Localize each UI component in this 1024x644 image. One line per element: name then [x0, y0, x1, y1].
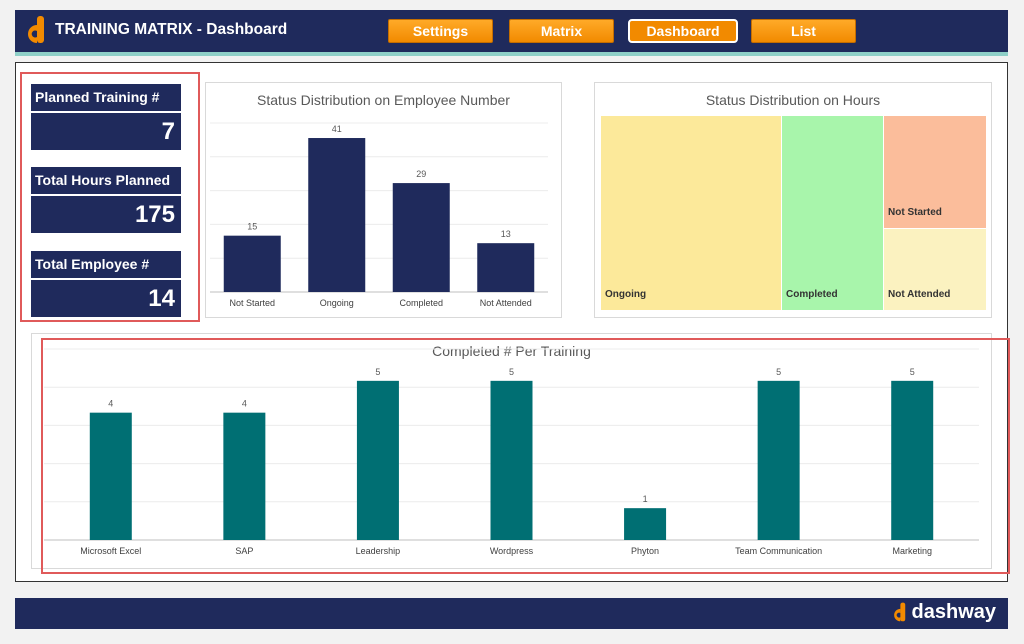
bar — [223, 412, 266, 540]
nav-matrix-button[interactable]: Matrix — [509, 19, 614, 43]
bar — [624, 508, 667, 540]
bar-value-label: 4 — [108, 399, 113, 409]
kpi-planned-training-value: 7 — [31, 113, 181, 150]
bar — [223, 235, 281, 292]
app-title: TRAINING MATRIX - Dashboard — [55, 21, 288, 38]
category-label: Leadership — [356, 546, 401, 556]
kpi-total-employee-label: Total Employee # — [31, 251, 181, 278]
bar — [356, 380, 399, 540]
bar-value-label: 13 — [501, 229, 511, 239]
category-label: Marketing — [892, 546, 932, 556]
nav-dashboard-button[interactable]: Dashboard — [628, 19, 738, 43]
treemap-tile-ongoing: Ongoing — [601, 116, 781, 310]
kpi-highlight-box — [20, 72, 200, 322]
treemap-tile-not-started: Not Started — [884, 116, 986, 228]
bar — [891, 380, 934, 540]
bar-value-label: 5 — [375, 367, 380, 377]
bar-value-label: 5 — [509, 367, 514, 377]
bar — [308, 138, 366, 292]
kpi-total-hours-label: Total Hours Planned — [31, 167, 181, 194]
kpi-total-hours-value: 175 — [31, 196, 181, 233]
category-label: Not Attended — [480, 298, 532, 308]
kpi-planned-training-label: Planned Training # — [31, 84, 181, 111]
nav-settings-button[interactable]: Settings — [388, 19, 493, 43]
category-label: SAP — [235, 546, 253, 556]
bar — [89, 412, 132, 540]
treemap-tile-completed: Completed — [782, 116, 883, 310]
category-label: Ongoing — [320, 298, 354, 308]
treemap-label-ongoing: Ongoing — [605, 289, 647, 300]
completed-per-training-chart: 4 Microsoft Excel 4 SAP 5 Leadership 5 Wordpres… — [44, 348, 979, 556]
dashway-logo-icon — [28, 16, 44, 43]
bar-value-label: 41 — [332, 124, 342, 134]
bar — [392, 183, 450, 292]
bar-value-label: 4 — [242, 399, 247, 409]
bar-value-label: 5 — [910, 367, 915, 377]
footer-brand-name: dashway — [911, 601, 996, 623]
treemap-label-completed: Completed — [786, 289, 838, 300]
bar-value-label: 29 — [416, 169, 426, 179]
treemap-label-not-attended: Not Attended — [888, 289, 951, 300]
bar-value-label: 15 — [247, 222, 257, 232]
footer-bar: dashway — [15, 598, 1008, 629]
bar — [757, 380, 800, 540]
status-hours-treemap-card: Status Distribution on Hours Ongoing Com… — [594, 82, 992, 318]
treemap-tile-not-attended: Not Attended — [884, 229, 986, 310]
dashway-logo-icon — [893, 602, 905, 621]
category-label: Team Communication — [735, 546, 822, 556]
kpi-total-employee-value: 14 — [31, 280, 181, 317]
category-label: Microsoft Excel — [80, 546, 141, 556]
status-employee-chart-card: Status Distribution on Employee Number 1… — [205, 82, 562, 318]
bar — [477, 243, 535, 292]
bar-value-label: 5 — [776, 367, 781, 377]
bar-value-label: 1 — [643, 494, 648, 504]
category-label: Phyton — [631, 546, 659, 556]
status-employee-chart: 15 Not Started 41 Ongoing 29 Completed 13 Not A… — [210, 122, 548, 308]
completed-per-training-chart-title: Completed # Per Training — [432, 343, 591, 359]
status-hours-treemap-title: Status Distribution on Hours — [705, 92, 881, 108]
category-label: Completed — [399, 298, 443, 308]
nav-list-button[interactable]: List — [751, 19, 856, 43]
header-accent-line — [15, 52, 1008, 56]
category-label: Wordpress — [490, 546, 534, 556]
completed-per-training-chart-card: Completed # Per Training 4 Microsoft Exce… — [31, 333, 992, 569]
category-label: Not Started — [229, 298, 275, 308]
treemap-label-not-started: Not Started — [888, 207, 942, 218]
status-employee-chart-title: Status Distribution on Employee Number — [257, 92, 510, 108]
bar — [490, 380, 533, 540]
footer-brand: dashway — [890, 601, 996, 624]
training-chart-highlight-box — [41, 338, 1010, 574]
